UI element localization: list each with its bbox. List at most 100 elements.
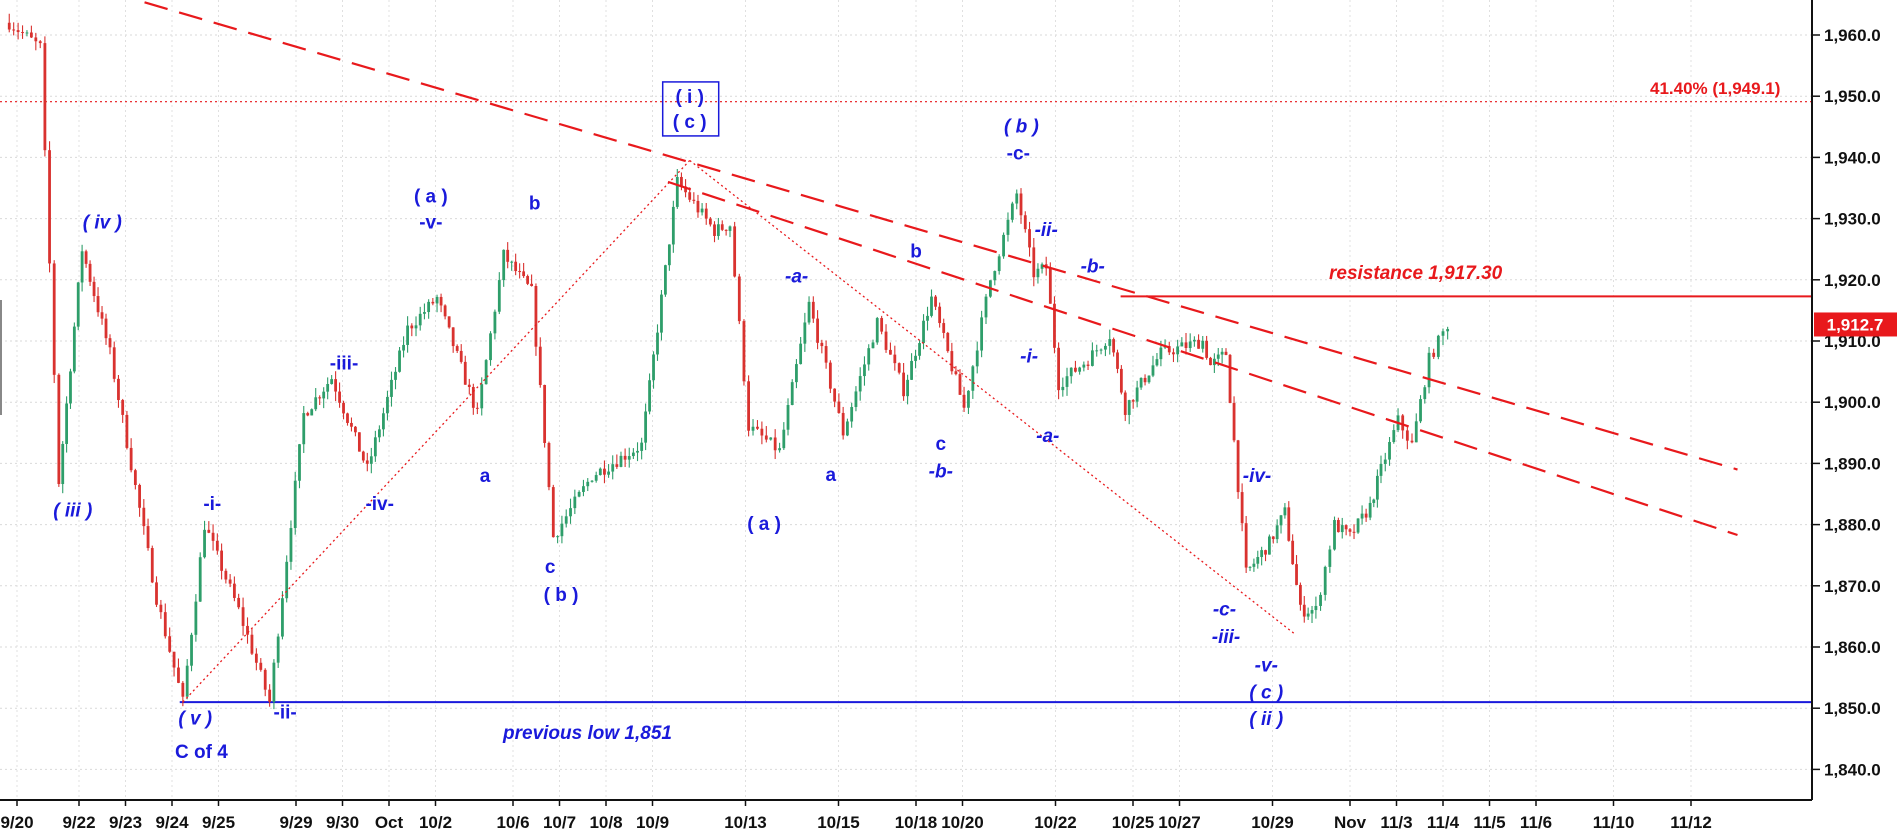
candle-body [21, 32, 24, 34]
candle-body [918, 343, 921, 356]
candle-body [84, 251, 88, 264]
candle-body [1147, 375, 1151, 383]
x-tick-label: 11/10 [1593, 813, 1635, 832]
candle-body [1256, 557, 1260, 564]
candle-body [858, 376, 862, 392]
candle-body [556, 536, 560, 538]
candle-body [272, 662, 276, 702]
candle-body [1192, 339, 1196, 342]
candle-body [1167, 346, 1171, 353]
candle-body [1180, 342, 1184, 347]
candle-body [1053, 303, 1056, 348]
candle-body [1283, 507, 1287, 516]
candle-body [1086, 364, 1090, 366]
candle-body [1139, 377, 1143, 388]
candle-body [615, 464, 619, 467]
candle-body [828, 362, 832, 389]
candle-body [688, 192, 692, 200]
candle-body [76, 282, 80, 327]
x-tick-label: 11/4 [1427, 813, 1460, 832]
candle-body [1131, 400, 1135, 402]
candle-body [314, 397, 318, 410]
candle-body [237, 597, 241, 608]
candle-body [1405, 430, 1409, 441]
candle-body [1188, 341, 1192, 349]
candle-body [121, 400, 125, 415]
candle-body [799, 343, 803, 365]
wave-label: -b- [929, 462, 953, 483]
candle-body [142, 507, 146, 527]
y-tick-label: 1,900.0 [1824, 393, 1881, 412]
fib-level-label: 41.40% (1,949.1) [1650, 79, 1780, 98]
candle-body [112, 347, 116, 379]
candle-body [660, 294, 663, 333]
candle-body [1271, 536, 1275, 540]
candle-body [938, 306, 942, 324]
candle-body [598, 468, 602, 476]
candle-body [1116, 352, 1119, 369]
candle-body [493, 311, 497, 334]
candle-body [1302, 604, 1306, 617]
inner-trendline [667, 180, 1738, 537]
candle-body [281, 598, 284, 637]
candle-body [1328, 549, 1332, 567]
candle-body [211, 532, 215, 541]
candle-body [52, 263, 56, 375]
candle-body [1432, 352, 1436, 357]
candle-body [57, 374, 61, 485]
candle-body [72, 326, 76, 372]
candle-body [700, 208, 704, 213]
candle-body [418, 313, 422, 326]
candle-body [250, 634, 254, 654]
candle-body [48, 150, 51, 264]
candle-body [1295, 564, 1298, 585]
candle-body [1032, 247, 1036, 278]
candle-body [934, 296, 937, 307]
candle-body [751, 426, 755, 431]
candle-body [181, 682, 185, 697]
candle-body [443, 305, 447, 317]
candle-body [543, 384, 547, 443]
candle-body [398, 350, 401, 372]
x-tick-label: 10/13 [724, 813, 767, 832]
candle-body [824, 346, 828, 363]
candle-body [1209, 357, 1212, 366]
wave-label: b [529, 194, 541, 215]
wave-label: -iv- [1243, 466, 1272, 487]
x-tick-label: Oct [375, 813, 404, 832]
x-tick-label: 9/20 [0, 813, 33, 832]
wave-label: ( c ) [1249, 683, 1283, 704]
candle-body [38, 41, 42, 44]
candle-body [811, 301, 815, 319]
candle-body [88, 263, 92, 282]
candle-body [342, 402, 345, 414]
wave-label: -b- [1081, 257, 1105, 278]
candle-body [708, 218, 712, 225]
candle-body [910, 360, 913, 380]
candle-body [190, 634, 193, 666]
candle-body [993, 271, 997, 281]
y-tick-label: 1,910.0 [1824, 332, 1881, 351]
candle-body [1040, 264, 1044, 269]
candle-body [607, 471, 610, 475]
candle-body [163, 612, 167, 637]
candle-body [129, 447, 133, 471]
y-tick-label: 1,890.0 [1824, 454, 1881, 473]
wave-annotations: ( iv ) ( iii ) -i- ( v ) C of 4 -ii- -iii- -iv-… [53, 81, 1283, 763]
x-tick-label: 10/20 [941, 813, 984, 832]
candle-body [1232, 402, 1236, 441]
candle-body [25, 32, 29, 34]
candle-body [346, 413, 349, 423]
wave-label: ( a ) [747, 514, 781, 535]
candle-body [459, 350, 463, 362]
candle-body [1314, 605, 1318, 611]
candle-body [439, 296, 443, 306]
candle-body [756, 426, 759, 429]
y-tick-label: 1,880.0 [1824, 516, 1881, 535]
wave-label: -iv- [365, 494, 394, 515]
candle-body [1240, 492, 1244, 524]
candle-body [471, 386, 475, 408]
candle-body [526, 276, 530, 284]
candle-body [232, 583, 236, 598]
candle-body [228, 579, 232, 584]
